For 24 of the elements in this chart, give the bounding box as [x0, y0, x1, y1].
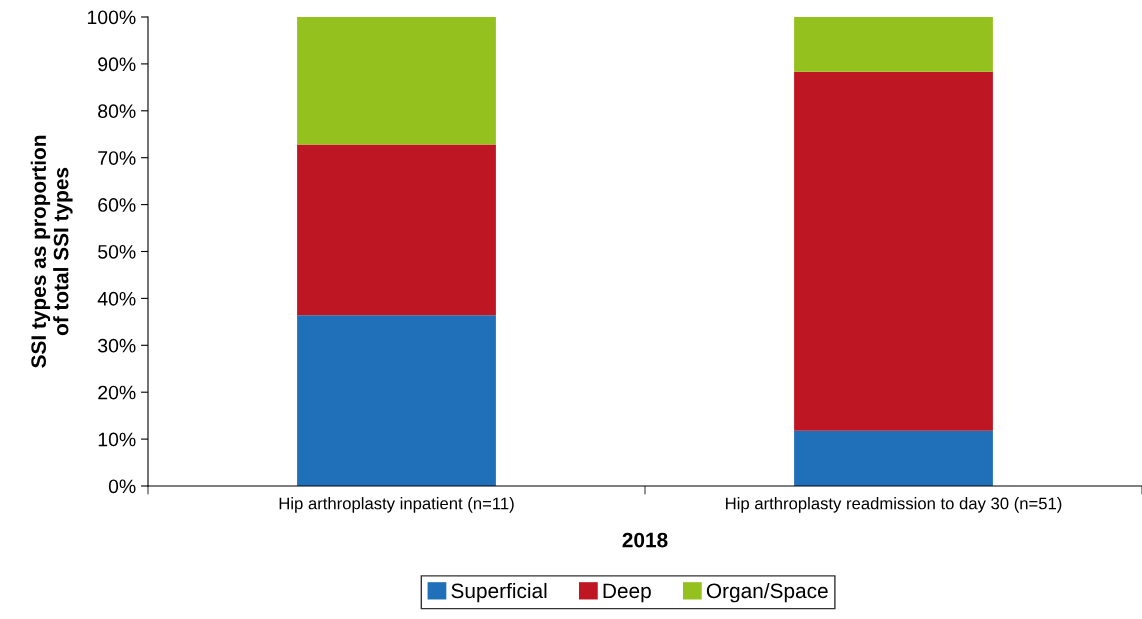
y-tick-label: 30% [98, 338, 136, 353]
y-tick-label: 80% [98, 104, 136, 119]
bar [297, 17, 496, 145]
legend-label: Organ/Space [706, 582, 828, 603]
y-tick-label: 20% [98, 385, 136, 400]
y-tick-label: 40% [97, 291, 136, 306]
y-tick-label: 70% [98, 151, 136, 165]
y-tick-label: 100% [87, 10, 136, 25]
x-axis-title: 2018 [622, 532, 668, 548]
y-tick-label: 90% [98, 57, 136, 72]
bar [794, 17, 993, 72]
y-tick-label: 50% [98, 244, 136, 259]
legend-label: Deep [603, 583, 651, 603]
x-tick-label: Hip arthroplasty inpatient (n=11) [279, 497, 514, 513]
bar [794, 430, 993, 486]
y-axis-title: SSI types as proportion of total SSI types [30, 135, 73, 368]
bar [794, 71, 993, 431]
x-tick-label: Hip arthroplasty readmission to day 30 (n=51) [726, 497, 1062, 513]
y-tick-label: 60% [98, 198, 136, 212]
y-tick-label: 0% [108, 479, 136, 494]
legend-label: Superficial [451, 582, 547, 603]
y-tick-label: 10% [98, 432, 136, 447]
bar [297, 315, 496, 486]
bar [297, 144, 496, 316]
